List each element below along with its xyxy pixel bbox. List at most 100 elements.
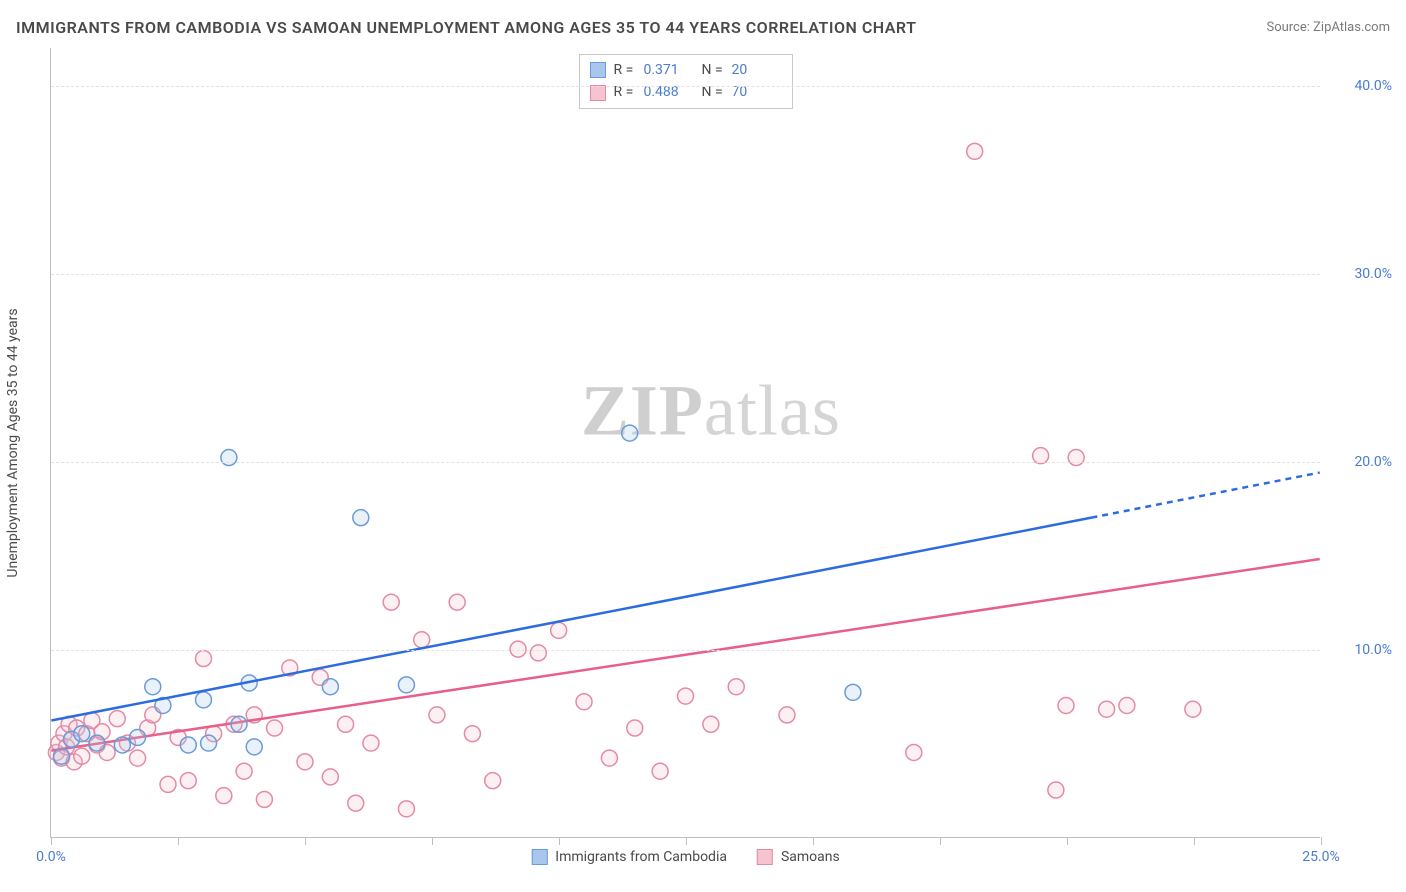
data-point (322, 679, 338, 695)
data-point (231, 716, 247, 732)
data-point (1048, 782, 1064, 798)
data-point (348, 795, 364, 811)
stat-box: R = 0.371 N = 20 R = 0.488 N = 70 (579, 54, 793, 109)
data-point (398, 677, 414, 693)
data-point (1068, 450, 1084, 466)
data-point (160, 776, 176, 792)
data-point (109, 711, 125, 727)
legend-swatch-1 (757, 849, 773, 865)
data-point (130, 729, 146, 745)
stat-n-label-0: N = (702, 59, 724, 81)
data-point (622, 425, 638, 441)
x-tick-label: 25.0% (1302, 849, 1340, 865)
chart-title: IMMIGRANTS FROM CAMBODIA VS SAMOAN UNEMP… (16, 18, 916, 37)
stat-row-0: R = 0.371 N = 20 (590, 59, 782, 81)
data-point (130, 750, 146, 766)
x-tick (178, 837, 179, 845)
data-point (53, 748, 69, 764)
x-tick (940, 837, 941, 845)
data-point (114, 737, 130, 753)
data-point (627, 720, 643, 736)
data-point (779, 707, 795, 723)
x-tick (559, 837, 560, 845)
data-point (449, 594, 465, 610)
data-point (267, 720, 283, 736)
data-point (74, 748, 90, 764)
x-tick (1194, 837, 1195, 845)
y-tick-label: 20.0% (1354, 454, 1392, 470)
data-point (145, 679, 161, 695)
data-point (363, 735, 379, 751)
data-point (196, 651, 212, 667)
data-point (256, 791, 272, 807)
legend-item-1: Samoans (757, 849, 840, 865)
data-point (485, 773, 501, 789)
data-point (383, 594, 399, 610)
data-point (338, 716, 354, 732)
data-point (678, 688, 694, 704)
grid-line (51, 650, 1320, 651)
data-point (1185, 701, 1201, 717)
stat-r-val-0: 0.371 (644, 59, 694, 81)
data-point (464, 726, 480, 742)
data-point (845, 684, 861, 700)
x-tick (1067, 837, 1068, 845)
data-point (530, 645, 546, 661)
trend-line (51, 518, 1091, 721)
grid-line (51, 274, 1320, 275)
header: IMMIGRANTS FROM CAMBODIA VS SAMOAN UNEMP… (16, 18, 1390, 37)
data-point (201, 735, 217, 751)
data-point (246, 739, 262, 755)
data-point (196, 692, 212, 708)
data-point (216, 788, 232, 804)
data-point (429, 707, 445, 723)
chart-area: Unemployment Among Ages 35 to 44 years Z… (50, 48, 1390, 838)
legend-bottom: Immigrants from Cambodia Samoans (531, 849, 839, 865)
data-point (236, 763, 252, 779)
plot-region: Unemployment Among Ages 35 to 44 years Z… (50, 48, 1320, 838)
y-tick-label: 40.0% (1354, 78, 1392, 94)
data-point (576, 694, 592, 710)
data-point (414, 632, 430, 648)
x-tick (51, 837, 52, 845)
y-tick-label: 10.0% (1354, 642, 1392, 658)
data-point (297, 754, 313, 770)
data-point (221, 450, 237, 466)
data-point (728, 679, 744, 695)
data-point (180, 773, 196, 789)
data-point (967, 143, 983, 159)
legend-item-0: Immigrants from Cambodia (531, 849, 727, 865)
y-axis-label: Unemployment Among Ages 35 to 44 years (5, 308, 21, 577)
x-tick (305, 837, 306, 845)
x-tick (686, 837, 687, 845)
data-point (652, 763, 668, 779)
legend-label-1: Samoans (781, 849, 840, 865)
x-tick-label: 0.0% (36, 849, 66, 865)
legend-swatch-0 (531, 849, 547, 865)
stat-r-label-0: R = (614, 59, 636, 81)
data-point (703, 716, 719, 732)
data-point (906, 744, 922, 760)
legend-label-0: Immigrants from Cambodia (555, 849, 727, 865)
data-point (1119, 698, 1135, 714)
data-point (601, 750, 617, 766)
grid-line (51, 86, 1320, 87)
x-tick (813, 837, 814, 845)
plot-svg (51, 48, 1320, 837)
data-point (322, 769, 338, 785)
data-point (398, 801, 414, 817)
trend-line-dashed (1091, 473, 1319, 518)
stat-n-val-0: 20 (732, 59, 782, 81)
grid-line (51, 462, 1320, 463)
x-tick (432, 837, 433, 845)
data-point (89, 735, 105, 751)
data-point (1058, 698, 1074, 714)
data-point (551, 622, 567, 638)
data-point (180, 737, 196, 753)
swatch-series-1 (590, 85, 606, 101)
data-point (74, 726, 90, 742)
source-label: Source: ZipAtlas.com (1266, 20, 1390, 35)
y-tick-label: 30.0% (1354, 266, 1392, 282)
data-point (1099, 701, 1115, 717)
swatch-series-0 (590, 62, 606, 78)
